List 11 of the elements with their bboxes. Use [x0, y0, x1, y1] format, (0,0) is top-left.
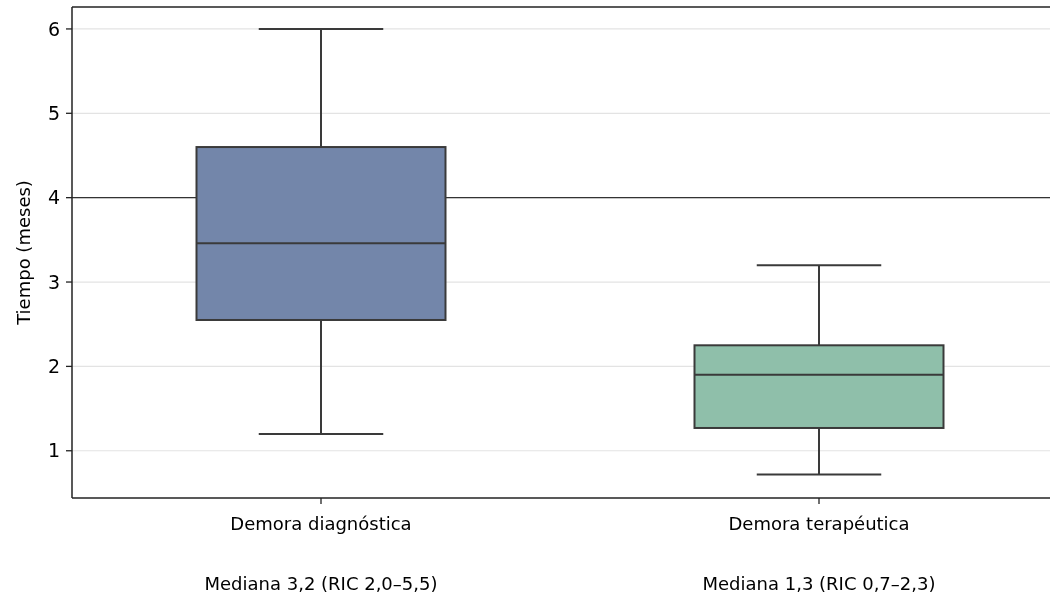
text: Mediana 1,3 (RIC 0,7–2,3)	[702, 573, 936, 594]
x-tick-label: Demora terapéutica	[728, 513, 910, 534]
text: Mediana 3,2 (RIC 2,0–5,5)	[204, 573, 438, 594]
y-axis-title: Tiempo (meses)	[13, 180, 34, 326]
y-tick-label: 6	[47, 17, 60, 40]
y-tick-label: 1	[47, 439, 60, 462]
y-tick-label: 5	[47, 101, 60, 124]
y-tick-label: 2	[47, 355, 60, 378]
y-tick-label: 4	[47, 186, 60, 209]
x-tick-label: Demora diagnóstica	[230, 513, 412, 534]
y-tick-label: 3	[47, 270, 60, 293]
